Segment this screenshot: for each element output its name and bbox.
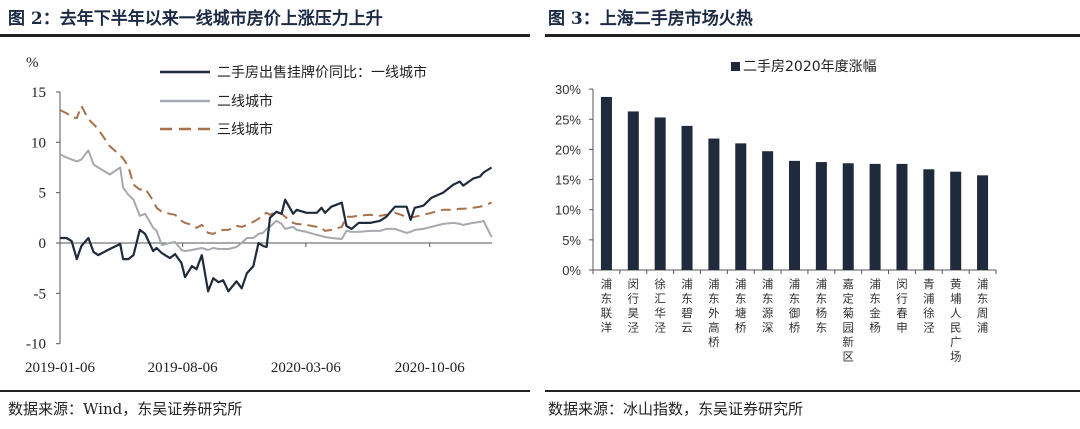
y-tick-label: -5 bbox=[34, 286, 47, 302]
bar bbox=[950, 171, 962, 270]
legend-label: 三线城市 bbox=[217, 121, 273, 138]
right-chart-title: 图 3：上海二手房市场火热 bbox=[548, 9, 753, 29]
x-category-label: 浦东联洋 bbox=[601, 277, 613, 335]
bar bbox=[815, 162, 827, 270]
bar bbox=[869, 163, 881, 270]
left-source-note: 数据来源：Wind，东吴证券研究所 bbox=[8, 400, 243, 418]
y-tick-label: 0% bbox=[562, 263, 581, 278]
x-tick-label: 2020-03-06 bbox=[271, 360, 341, 376]
y-tick-label: -10 bbox=[26, 337, 46, 353]
right-bottom-divider bbox=[545, 390, 1080, 392]
legend-swatch bbox=[731, 62, 740, 71]
x-category-label: 嘉定菊园新区 bbox=[842, 277, 854, 364]
x-category-label: 浦东金杨 bbox=[869, 277, 881, 335]
x-category-label: 闵行昊泾 bbox=[628, 277, 640, 335]
x-category-label: 浦东源深 bbox=[762, 277, 774, 335]
bar bbox=[923, 169, 935, 270]
x-category-label: 闵行春申 bbox=[896, 277, 908, 335]
bar bbox=[977, 175, 989, 270]
right-source-note: 数据来源：冰山指数，东吴证券研究所 bbox=[548, 400, 804, 418]
bar bbox=[708, 138, 720, 270]
left-line-chart: 15 10 5 0 -5 -10% 2019-01-06 2019-08-06 2020-03-… bbox=[25, 55, 493, 376]
x-category-label: 浦东碧云 bbox=[681, 277, 693, 335]
legend-label: 二手房2020年度涨幅 bbox=[743, 59, 877, 75]
y-tick-label: 15% bbox=[555, 173, 581, 188]
x-category-label: 浦东周浦 bbox=[977, 277, 989, 335]
bar bbox=[600, 96, 612, 271]
x-tick-label: 2020-10-06 bbox=[395, 360, 465, 376]
bar bbox=[789, 160, 800, 270]
y-tick-label: 30% bbox=[555, 82, 581, 97]
left-title-divider bbox=[0, 34, 530, 37]
x-tick-label: 2019-01-06 bbox=[25, 360, 95, 376]
x-category-label: 浦东杨东 bbox=[816, 277, 828, 335]
x-category-label: 浦东外高桥 bbox=[708, 277, 720, 349]
x-category-label: 浦东塘桥 bbox=[735, 277, 747, 335]
series-line-1 bbox=[60, 166, 493, 293]
y-tick-label: 15 bbox=[31, 85, 46, 101]
bar bbox=[762, 151, 774, 270]
bar bbox=[654, 117, 666, 270]
y-tick-label: 5% bbox=[562, 233, 581, 248]
x-category-label: 青浦徐泾 bbox=[923, 277, 935, 335]
y-tick-label: 10% bbox=[555, 203, 581, 218]
legend-label: 二手房出售挂牌价同比：一线城市 bbox=[217, 64, 427, 81]
left-chart-title: 图 2：去年下半年以来一线城市房价上涨压力上升 bbox=[8, 9, 383, 29]
y-tick-label: 25% bbox=[555, 112, 581, 127]
bar bbox=[735, 143, 747, 270]
y-tick-label: 10 bbox=[31, 135, 46, 151]
x-tick-label: 2019-08-06 bbox=[148, 360, 218, 376]
legend-label: 二线城市 bbox=[217, 93, 273, 110]
left-bottom-divider bbox=[0, 390, 530, 392]
bar bbox=[627, 111, 639, 270]
y-tick-label: 0 bbox=[39, 236, 47, 252]
x-category-label: 徐汇华泾 bbox=[654, 277, 666, 335]
bar bbox=[681, 125, 693, 271]
x-category-label: 浦东御桥 bbox=[789, 277, 801, 335]
y-tick-label: 5 bbox=[39, 186, 47, 202]
y-tick-label: 20% bbox=[555, 142, 581, 157]
series-line-2 bbox=[59, 149, 493, 253]
x-category-label: 黄埔人民广场 bbox=[950, 277, 962, 364]
right-title-divider bbox=[545, 34, 1080, 37]
right-bar-chart: 30% 25% 20% 15% 10% 5% 0% 浦东联洋 闵行昊泾 徐汇华泾 浦东碧云 浦东外高桥… bbox=[555, 59, 997, 364]
bar bbox=[842, 163, 854, 270]
y-axis-unit: % bbox=[26, 55, 39, 71]
bar bbox=[896, 163, 908, 270]
series-line-3 bbox=[59, 105, 492, 235]
